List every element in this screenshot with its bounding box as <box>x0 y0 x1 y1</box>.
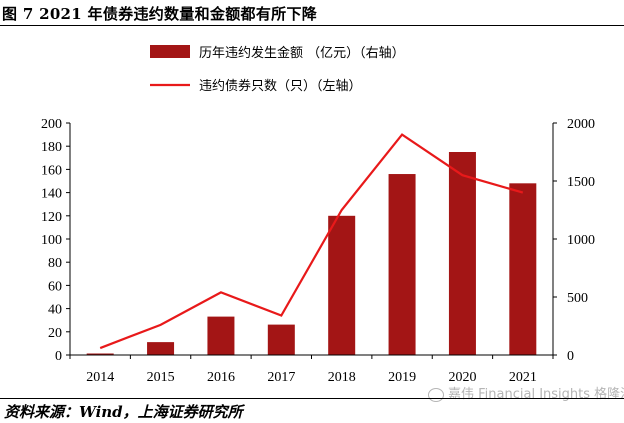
left-tick-label: 60 <box>48 279 62 294</box>
legend-label-bar: 历年违约发生金额 （亿元）（右轴） <box>199 45 405 61</box>
bar-2021 <box>509 183 537 355</box>
chart-title: 图 7 2021 年债券违约数量和金额都有所下降 <box>2 5 318 23</box>
bar-2015 <box>147 342 175 355</box>
x-tick-label: 2019 <box>388 370 416 385</box>
left-tick-label: 160 <box>41 163 62 178</box>
left-tick-label: 0 <box>55 349 62 364</box>
x-tick-label: 2018 <box>328 370 356 385</box>
source-bar <box>0 398 624 423</box>
bar-2016 <box>207 316 235 355</box>
x-tick-label: 2014 <box>86 370 114 385</box>
left-tick-label: 180 <box>41 140 62 155</box>
bar-series <box>86 152 537 355</box>
bar-2019 <box>388 174 416 355</box>
title-bar <box>0 0 624 26</box>
legend-label-line: 违约债券只数（只）（左轴） <box>199 78 362 94</box>
left-tick-label: 20 <box>48 326 62 341</box>
right-tick-label: 2000 <box>567 117 595 132</box>
wechat-icon <box>428 387 444 402</box>
bar-2020 <box>448 152 476 355</box>
left-tick-label: 200 <box>41 117 62 132</box>
left-tick-label: 120 <box>41 210 62 225</box>
left-tick-label: 40 <box>48 303 62 318</box>
x-tick-label: 2017 <box>267 370 295 385</box>
line-series <box>99 133 524 350</box>
line-path <box>99 133 524 350</box>
bar-2017 <box>267 324 295 355</box>
x-tick-label: 2020 <box>448 370 476 385</box>
x-tick-label: 2021 <box>509 370 537 385</box>
x-tick-label: 2015 <box>147 370 175 385</box>
bar-2018 <box>328 215 356 355</box>
left-tick-label: 140 <box>41 187 62 202</box>
legend: 历年违约发生金额 （亿元）（右轴） 违约债券只数（只）（左轴） <box>150 45 405 94</box>
legend-swatch-bar <box>150 45 190 58</box>
right-tick-label: 1000 <box>567 233 595 248</box>
axes: 0204060801001201401601802000500100015002… <box>41 117 595 385</box>
chart: 历年违约发生金额 （亿元）（右轴） 违约债券只数（只）（左轴） 0 20 40 60 80… <box>41 45 595 385</box>
x-tick-label: 2016 <box>207 370 235 385</box>
source-note: 资料来源：Wind，上海证券研究所 <box>4 403 243 421</box>
bar-2014 <box>86 353 114 355</box>
right-tick-label: 1500 <box>567 175 595 190</box>
left-tick-label: 80 <box>48 256 62 271</box>
right-tick-label: 500 <box>567 291 588 306</box>
left-tick-label: 100 <box>41 233 62 248</box>
right-tick-label: 0 <box>567 349 574 364</box>
